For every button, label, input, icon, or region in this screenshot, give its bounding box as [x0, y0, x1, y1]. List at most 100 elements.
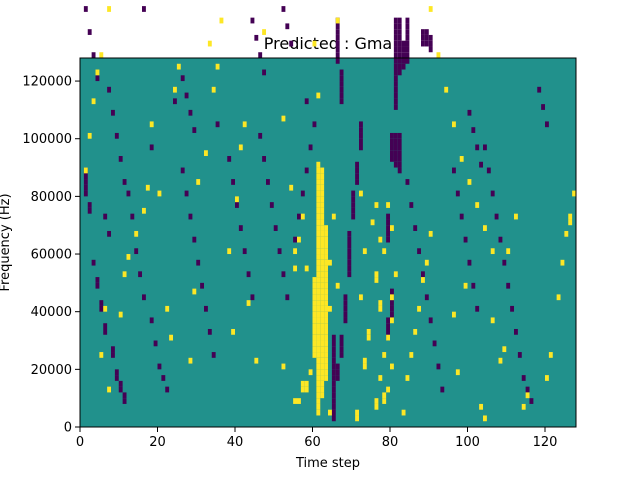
heatmap-cell-low	[351, 213, 356, 220]
heatmap-cell-low	[393, 75, 398, 82]
heatmap-cell-high	[308, 369, 313, 376]
heatmap-cell-high	[297, 236, 301, 243]
heatmap-cell-high	[312, 288, 317, 295]
heatmap-cell-low	[405, 52, 410, 58]
y-axis-label: Frequency (Hz)	[0, 193, 13, 291]
heatmap-cell-low	[184, 92, 189, 99]
heatmap-cell-low	[215, 121, 220, 128]
heatmap-cell-low	[405, 40, 410, 47]
heatmap-cell-high	[99, 352, 104, 358]
heatmap-cell-high	[316, 323, 321, 329]
heatmap-cell-low	[331, 392, 336, 399]
heatmap-cell-low	[122, 392, 127, 399]
heatmap-cell-high	[424, 259, 429, 266]
heatmap-cell-low	[355, 179, 360, 185]
heatmap-cell-high	[320, 328, 325, 335]
heatmap-cell-high	[316, 317, 321, 324]
heatmap-cell-low	[510, 305, 515, 312]
heatmap-cell-high	[479, 403, 484, 410]
heatmap-cell-high	[378, 236, 383, 243]
heatmap-cell-low	[258, 132, 263, 139]
heatmap-cell-low	[393, 69, 398, 76]
heatmap-cell-low	[235, 202, 239, 208]
heatmap-cell-high	[293, 265, 298, 272]
heatmap-cell-high	[324, 277, 329, 283]
heatmap-cell-low	[355, 173, 360, 180]
heatmap-cell-high	[316, 219, 321, 226]
heatmap-cell-high	[378, 305, 383, 312]
heatmap-cell-low	[335, 34, 340, 41]
heatmap-cell-high	[83, 167, 88, 174]
heatmap-cell-high	[320, 184, 325, 191]
heatmap-cell-low	[157, 363, 162, 370]
heatmap-cell-high	[324, 236, 329, 243]
heatmap-cell-low	[393, 17, 398, 24]
heatmap-cell-high	[316, 225, 321, 231]
heatmap-cell-high	[521, 403, 526, 410]
heatmap-cell-low	[238, 225, 243, 231]
heatmap-cell-low	[335, 375, 340, 381]
heatmap-cell-high	[428, 6, 433, 12]
heatmap-cell-high	[320, 357, 325, 364]
heatmap-cell-high	[297, 398, 301, 404]
heatmap-cell-low	[521, 375, 526, 381]
heatmap-cell-low	[335, 58, 340, 64]
heatmap-cell-high	[320, 248, 325, 255]
heatmap-cell-low	[359, 144, 363, 151]
heatmap-cell-low	[397, 132, 402, 139]
heatmap-cell-high	[316, 380, 321, 387]
heatmap-cell-low	[103, 323, 108, 329]
heatmap-cell-low	[409, 202, 414, 208]
heatmap-cell-low	[304, 167, 309, 174]
heatmap-cell-low	[397, 63, 402, 70]
heatmap-cell-low	[401, 46, 406, 53]
heatmap-cell-low	[359, 121, 363, 128]
heatmap-cell-high	[320, 386, 325, 393]
heatmap-cell-low	[424, 294, 429, 301]
heatmap-cell-low	[479, 161, 484, 168]
heatmap-cell-low	[440, 386, 445, 393]
heatmap-cell-low	[417, 248, 422, 255]
heatmap-cell-low	[87, 202, 92, 208]
heatmap-cell-high	[312, 328, 317, 335]
heatmap-cell-low	[397, 52, 402, 58]
heatmap-cell-low	[351, 196, 356, 203]
heatmap-cell-high	[316, 167, 321, 174]
heatmap-cell-low	[111, 109, 115, 116]
heatmap-cell-low	[331, 346, 336, 353]
heatmap-cell-low	[347, 236, 352, 243]
heatmap-cell-low	[285, 23, 290, 30]
heatmap-cell-high	[335, 282, 340, 289]
heatmap-cell-low	[475, 305, 480, 312]
heatmap-cell-low	[393, 29, 398, 35]
heatmap-cell-high	[409, 352, 414, 358]
x-tick-label: 120	[533, 435, 558, 450]
heatmap-cell-high	[142, 207, 146, 214]
heatmap-cell-high	[374, 271, 379, 278]
heatmap-cell-high	[316, 294, 321, 301]
heatmap-cell-high	[320, 207, 325, 214]
heatmap-cell-low	[161, 375, 166, 381]
heatmap-cell-high	[300, 386, 305, 393]
heatmap-cell-high	[320, 294, 325, 301]
heatmap-cell-low	[134, 248, 139, 255]
heatmap-cell-high	[320, 259, 325, 266]
heatmap-cell-high	[320, 230, 325, 237]
heatmap-cell-low	[87, 29, 92, 35]
heatmap-cell-high	[320, 311, 325, 318]
heatmap-cell-low	[207, 328, 212, 335]
heatmap-cell-low	[401, 58, 406, 64]
heatmap-cell-low	[281, 6, 286, 12]
heatmap-cell-low	[424, 40, 429, 47]
heatmap-cell-low	[525, 386, 530, 393]
heatmap-cell-low	[269, 202, 274, 208]
heatmap-cell-low	[393, 81, 398, 87]
heatmap-cell-low	[494, 213, 499, 220]
heatmap-cell-high	[568, 219, 573, 226]
heatmap-cell-high	[320, 254, 325, 260]
heatmap-cell-low	[386, 213, 391, 220]
heatmap-cell-high	[320, 242, 325, 249]
heatmap-cell-high	[293, 248, 298, 255]
heatmap-cell-low	[331, 375, 336, 381]
heatmap-cell-high	[95, 69, 100, 76]
